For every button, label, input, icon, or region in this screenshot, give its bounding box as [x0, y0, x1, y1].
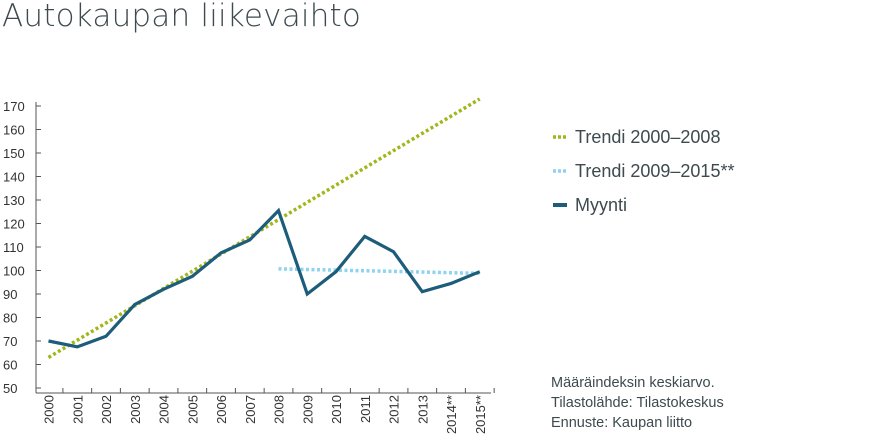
- legend-label: Trendi 2000–2008: [575, 126, 721, 147]
- y-tick-label: 50: [3, 381, 17, 396]
- legend-swatch-trend-2009-2015: [553, 169, 567, 173]
- x-tick-label: 2012: [387, 395, 402, 424]
- legend: Trendi 2000–2008 Trendi 2009–2015** Myyn…: [553, 120, 734, 222]
- trend-line-2000-2008: [47, 97, 481, 359]
- x-tick-label: 2008: [272, 395, 287, 424]
- x-tick-label: 2014**: [444, 395, 459, 434]
- y-tick-label: 70: [3, 334, 17, 349]
- y-tick-label: 150: [3, 146, 25, 161]
- x-tick-label: 2013: [415, 395, 430, 424]
- legend-item-trend-2009-2015: Trendi 2009–2015**: [553, 154, 734, 188]
- legend-item-trend-2000-2008: Trendi 2000–2008: [553, 120, 734, 154]
- x-tick-label: 2002: [99, 395, 114, 424]
- legend-swatch-trend-2000-2008: [553, 135, 567, 139]
- y-tick-label: 90: [3, 287, 17, 302]
- x-tick-label: 2015**: [473, 395, 488, 434]
- note-line: Tilastolähde: Tilastokeskus: [551, 395, 724, 411]
- y-tick-label: 80: [3, 311, 17, 326]
- legend-label: Trendi 2009–2015**: [575, 160, 735, 181]
- trend-line-2009-2015: [278, 267, 480, 276]
- y-tick-label: 140: [3, 170, 25, 185]
- x-tick-label: 2006: [214, 395, 229, 424]
- axes: 50 60 70 80 90 100 110 120 130 140 150 160 170 2000 20…: [3, 99, 495, 434]
- y-tick-label: 60: [3, 358, 17, 373]
- source-notes: Määräindeksin keskiarvo. Tilastolähde: T…: [551, 373, 724, 433]
- legend-swatch-sales: [553, 203, 567, 207]
- x-tick-label: 2010: [329, 395, 344, 424]
- y-tick-label: 100: [3, 264, 25, 279]
- note-line: Ennuste: Kaupan liitto: [551, 415, 693, 431]
- note-line: Määräindeksin keskiarvo.: [551, 375, 715, 391]
- x-tick-label: 2000: [42, 395, 57, 424]
- x-tick-label: 2007: [243, 395, 258, 424]
- y-tick-label: 110: [3, 240, 24, 255]
- x-tick-label: 2001: [70, 395, 85, 424]
- legend-item-sales: Myynti: [553, 188, 734, 222]
- y-tick-label: 130: [3, 193, 25, 208]
- chart-title: Autokaupan liikevaihto: [2, 0, 362, 34]
- x-tick-label: 2009: [300, 395, 315, 424]
- legend-label: Myynti: [575, 194, 628, 215]
- x-tick-label: 2003: [128, 395, 143, 424]
- series-line-sales: [48, 207, 481, 349]
- series-lines: [47, 97, 481, 359]
- y-tick-label: 120: [3, 217, 25, 232]
- y-tick-label: 160: [3, 123, 25, 138]
- x-tick-label: 2005: [185, 395, 200, 424]
- y-tick-label: 170: [3, 99, 25, 114]
- x-tick-label: 2004: [157, 395, 172, 424]
- x-tick-label: 2011: [358, 395, 373, 423]
